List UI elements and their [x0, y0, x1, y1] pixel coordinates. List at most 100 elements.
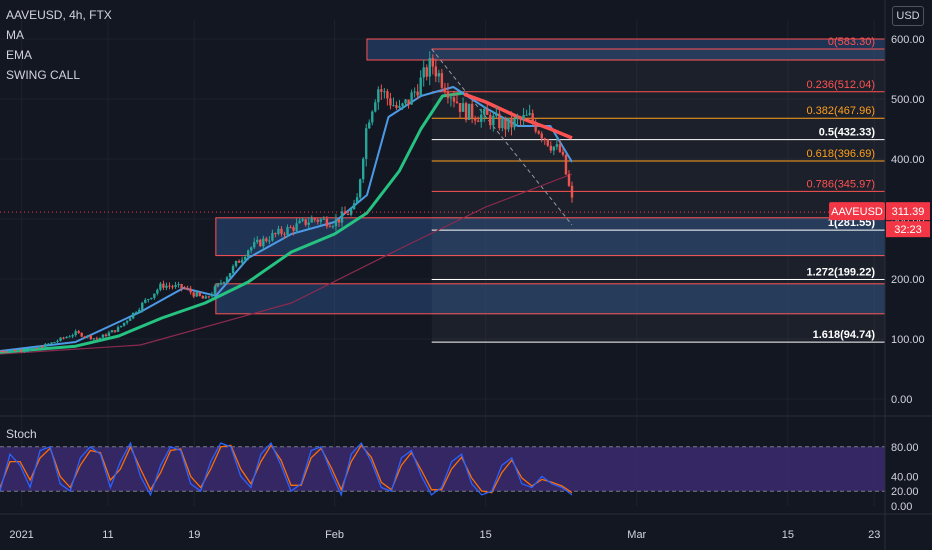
candle-body: [13, 350, 17, 352]
candle-body: [150, 297, 153, 300]
projection-line: [431, 48, 573, 226]
time-tick-label: 15: [782, 529, 794, 541]
candle-body: [310, 218, 313, 223]
candle-body: [313, 218, 316, 220]
candle-body: [144, 299, 147, 303]
candle-body: [449, 97, 453, 99]
candle-body: [32, 348, 35, 350]
candle-body: [461, 103, 465, 112]
fib-label: 0.382(467.96): [807, 105, 876, 117]
candle-body: [259, 239, 262, 247]
candle-body: [177, 284, 180, 286]
candle-body: [222, 281, 226, 283]
candle-body: [119, 325, 123, 328]
indicator-ma[interactable]: MA: [6, 28, 24, 42]
candle-body: [156, 289, 159, 294]
candles: [0, 51, 574, 354]
candle-body: [256, 239, 259, 243]
candle-body: [476, 120, 480, 122]
candle-body: [498, 113, 501, 129]
candle-body: [204, 296, 208, 299]
candle-body: [122, 322, 126, 326]
ema-line: [0, 91, 465, 354]
candle-body: [0, 351, 2, 352]
candle-body: [486, 108, 489, 115]
candle-body: [425, 67, 428, 77]
candle-body: [101, 334, 105, 338]
stoch-tick-label: 80.00: [891, 442, 919, 454]
fib-label: 0.786(345.97): [807, 178, 876, 190]
candle-body: [358, 179, 362, 198]
candle-body: [346, 213, 350, 215]
candle-body: [125, 320, 129, 323]
candle-body: [467, 103, 471, 120]
candle-body: [159, 283, 162, 290]
candle-body: [195, 292, 198, 297]
candle-body: [165, 285, 168, 288]
candle-body: [210, 294, 214, 297]
time-tick-label: 23: [868, 529, 880, 541]
candle-body: [534, 122, 537, 132]
price-tag-box: [886, 202, 930, 221]
candle-body: [4, 351, 8, 353]
candle-body: [110, 330, 114, 333]
candle-body: [168, 285, 171, 287]
candle-body: [540, 133, 543, 139]
price-tick-label: 200.00: [891, 274, 925, 286]
candle-body: [543, 138, 546, 140]
candle-body: [416, 91, 419, 96]
candle-body: [68, 336, 71, 338]
candle-body: [56, 340, 59, 342]
indicator-swing-call[interactable]: SWING CALL: [6, 68, 81, 82]
candle-body: [89, 335, 92, 340]
fib-label: 1.618(94.74): [813, 329, 876, 341]
candle-body: [180, 284, 183, 289]
candle-body: [507, 118, 510, 130]
candle-body: [458, 103, 462, 112]
candle-body: [513, 118, 516, 128]
candle-body: [325, 218, 329, 227]
candle-body: [219, 282, 223, 284]
candle-body: [452, 97, 456, 102]
candle-body: [422, 67, 425, 78]
indicator-ema[interactable]: EMA: [6, 48, 33, 62]
candle-body: [440, 73, 444, 88]
candle-body: [95, 338, 99, 340]
candle-body: [265, 238, 268, 242]
candle-body: [525, 114, 528, 116]
candle-body: [349, 209, 353, 215]
candle-body: [44, 343, 47, 348]
candle-body: [47, 343, 50, 345]
currency-button[interactable]: USD: [892, 6, 924, 26]
candle-body: [138, 309, 141, 313]
candle-body: [74, 331, 77, 336]
candle-body: [555, 144, 559, 147]
candle-body: [228, 273, 232, 278]
candle-body: [186, 288, 189, 290]
candle-body: [207, 296, 211, 298]
candle-body: [41, 346, 44, 348]
stoch-tick-label: 40.00: [891, 471, 919, 483]
candle-body: [147, 299, 150, 301]
candle-body: [395, 105, 398, 108]
candle-body: [35, 348, 38, 350]
candle-body: [549, 145, 553, 151]
candle-body: [437, 73, 441, 77]
candle-body: [253, 242, 256, 248]
candle-body: [86, 335, 89, 337]
candle-body: [383, 91, 386, 93]
candle-body: [16, 350, 20, 352]
candle-body: [141, 302, 144, 310]
candle-body: [271, 233, 274, 241]
price-tick-label: 500.00: [891, 94, 925, 106]
candle-body: [7, 350, 11, 352]
candle-body: [352, 203, 356, 210]
candle-body: [183, 288, 186, 290]
candle-body: [368, 122, 371, 129]
candle-body: [489, 114, 492, 126]
candle-body: [558, 144, 562, 152]
candle-body: [134, 312, 138, 314]
candle-body: [289, 227, 292, 229]
candle-body: [26, 350, 29, 352]
